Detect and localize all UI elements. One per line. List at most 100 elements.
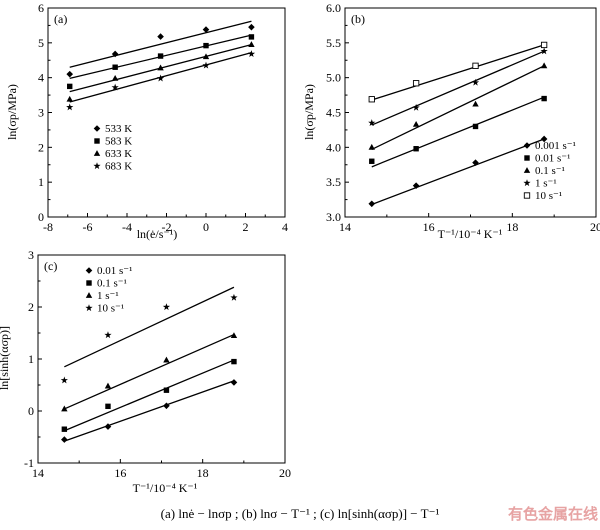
x-tick-label: 0 — [203, 220, 209, 234]
data-point — [104, 331, 112, 339]
y-tick-label: 4.0 — [326, 140, 341, 154]
legend-marker — [85, 292, 93, 298]
x-tick-label: 14 — [339, 220, 351, 234]
fit-line — [371, 96, 545, 168]
legend-marker — [523, 179, 531, 187]
y-tick-label: 5 — [38, 36, 44, 50]
data-point — [472, 159, 479, 166]
data-point — [369, 158, 375, 164]
data-point — [163, 356, 170, 363]
legend-label: 683 K — [105, 161, 132, 173]
panel-label: (c) — [44, 259, 57, 273]
data-point — [540, 47, 548, 55]
legend-marker — [94, 138, 100, 144]
data-point — [472, 100, 479, 107]
y-tick-label: 1 — [28, 352, 34, 366]
data-point — [471, 78, 480, 86]
chart-panel-1: -8 -6 -4 -2 0 2 4 0 1 2 3 4 5 6 (a) ln(ė/s⁻¹) ln(σp/MPa)… — [5, 1, 288, 241]
fit-line — [69, 20, 252, 68]
y-tick-label: 2 — [38, 140, 44, 154]
data-point — [157, 53, 164, 59]
legend-label: 0.01 s⁻¹ — [535, 153, 570, 165]
watermark: 有色金属在线 — [508, 505, 598, 523]
y-tick-label: 3 — [28, 248, 34, 262]
series-1 — [368, 135, 548, 208]
x-tick-label: 20 — [279, 466, 291, 480]
legend-marker — [85, 304, 93, 312]
data-point — [112, 64, 118, 70]
x-tick-label: 4 — [282, 220, 288, 234]
x-tick-label: 14 — [32, 466, 44, 480]
data-point — [104, 423, 112, 430]
data-point — [412, 103, 420, 111]
series-3 — [61, 332, 238, 412]
data-point — [472, 123, 479, 130]
y-tick-label: 3.5 — [326, 175, 341, 189]
plot-frame — [37, 254, 286, 464]
x-tick-label: -4 — [122, 220, 132, 234]
legend-label: 0.01 s⁻¹ — [97, 265, 132, 277]
data-point — [157, 64, 164, 71]
fit-line — [371, 50, 545, 126]
legend-label: 1 s⁻¹ — [535, 178, 557, 190]
y-axis-label: ln(σp/MPa) — [302, 84, 316, 140]
legend-label: 10 s⁻¹ — [97, 303, 124, 315]
fit-line — [64, 359, 235, 432]
y-tick-label: 3.0 — [326, 210, 341, 224]
legend-marker — [523, 167, 531, 173]
data-point — [66, 95, 73, 102]
data-point — [61, 426, 68, 432]
series-2 — [61, 358, 237, 432]
fit-line — [64, 380, 235, 442]
panel-label: (b) — [351, 12, 365, 26]
data-point — [412, 182, 420, 189]
x-tick-label: 2 — [243, 220, 249, 234]
legend-marker — [85, 267, 93, 274]
legend-label: 1 s⁻¹ — [97, 290, 119, 302]
legend-label: 533 K — [105, 123, 132, 135]
x-tick-label: 20 — [590, 220, 600, 234]
fit-line — [64, 333, 235, 410]
chart-panel-3: 14 16 18 20 -1 0 1 2 3 (c) T⁻¹/10⁻⁴ K⁻¹ ln[sinh(ασp… — [0, 248, 291, 495]
y-tick-label: 4 — [38, 71, 44, 85]
data-point — [368, 96, 375, 103]
y-tick-label: 0 — [38, 210, 44, 224]
data-point — [472, 62, 479, 69]
fit-line — [371, 44, 545, 101]
panel-label: (a) — [54, 12, 67, 26]
fit-line — [371, 138, 545, 206]
data-point — [104, 382, 112, 389]
chart-panel-2: 14 16 18 20 3.0 3.5 4.0 4.5 5.0 5.5 6.0 (b) T⁻¹/10⁻⁴… — [302, 1, 600, 241]
series-1 — [66, 20, 255, 78]
data-point — [413, 146, 419, 152]
legend-marker — [523, 192, 531, 199]
data-point — [105, 403, 111, 410]
data-point — [248, 34, 255, 40]
data-point — [67, 83, 73, 90]
legend-marker — [93, 162, 101, 170]
figure-caption: (a) lnė − lnσp ; (b) lnσ − T⁻¹ ; (c) ln[… — [161, 506, 440, 521]
x-tick-label: -6 — [83, 220, 93, 234]
data-point — [156, 74, 165, 82]
y-tick-label: 0 — [28, 404, 34, 418]
data-point — [230, 293, 238, 301]
data-point — [162, 303, 171, 311]
legend-marker — [524, 155, 530, 161]
x-axis-label: ln(ė/s⁻¹) — [137, 227, 178, 241]
data-point — [202, 26, 210, 33]
x-tick-label: 18 — [506, 220, 518, 234]
series-5 — [368, 41, 548, 103]
series-4 — [368, 47, 548, 127]
data-point — [368, 200, 376, 208]
data-point — [368, 143, 375, 150]
legend-marker — [86, 280, 92, 286]
x-tick-label: 16 — [114, 466, 126, 480]
y-axis-label: ln(σp/MPa) — [5, 84, 19, 140]
x-axis-label: T⁻¹/10⁻⁴ K⁻¹ — [438, 227, 503, 241]
data-point — [540, 41, 548, 49]
plot-frame — [344, 7, 597, 218]
data-point — [203, 42, 209, 49]
fit-line — [64, 286, 235, 368]
data-point — [368, 119, 376, 127]
